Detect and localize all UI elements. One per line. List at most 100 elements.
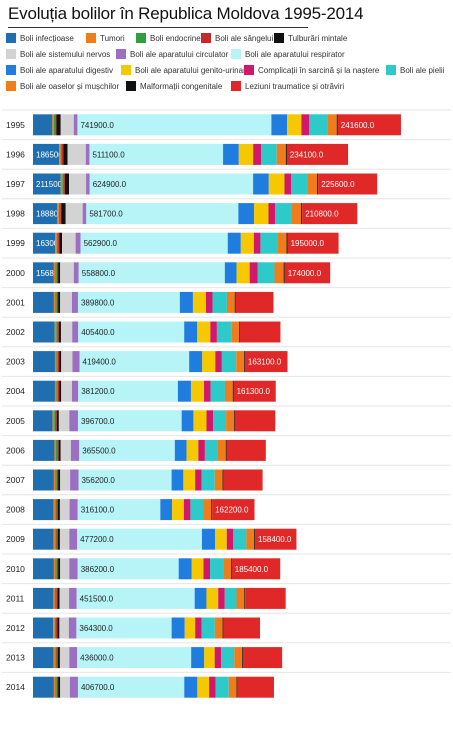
bar-2013-boli-ale-oaselor-si-muschilor — [234, 647, 243, 669]
bar-2004-malformatii-congenitale — [232, 380, 234, 402]
bar-2011-tumori — [53, 587, 55, 609]
bar-2001-complicatii-in-sarcina-si-la-nastere — [206, 291, 213, 313]
bar-2007-malformatii-congenitale — [222, 469, 224, 491]
data-label-1997-boli-ale-aparatului-respirator: 624900.0 — [93, 180, 127, 189]
bar-2000-boli-ale-pielii — [257, 262, 275, 284]
bar-2009-complicatii-in-sarcina-si-la-nastere — [226, 528, 234, 550]
bar-2010-boli-endocrine — [55, 558, 57, 580]
bar-2001-boli-ale-pielii — [212, 291, 227, 313]
legend-item-leziuni-traumatice-si-otraviri: Leziuni traumatice și otrăviri — [231, 81, 344, 91]
legend-label: Tumori — [100, 33, 125, 43]
legend-label: Malformații congenitale — [140, 81, 223, 91]
bar-2007-complicatii-in-sarcina-si-la-nastere — [195, 469, 202, 491]
bar-2004-complicatii-in-sarcina-si-la-nastere — [204, 380, 211, 402]
legend-label: Boli ale pielii — [400, 65, 445, 75]
bar-1999-boli-ale-aparatului-digestiv — [227, 232, 241, 254]
bar-2012-tumori — [53, 617, 55, 639]
bar-1996-tumori — [59, 143, 61, 165]
category-label-2001: 2001 — [6, 297, 25, 307]
category-label-2005: 2005 — [6, 416, 25, 426]
bar-1999-leziuni-traumatice-si-otraviri — [287, 232, 339, 254]
bar-2003-malformatii-congenitale — [244, 351, 245, 373]
bar-2002-boli-ale-sangelui — [57, 321, 59, 343]
bar-2003-boli-ale-aparatului-respirator — [79, 351, 190, 373]
data-label-2010-leziuni-traumatice-si-otraviri: 185400.0 — [235, 565, 269, 574]
data-label-2004-boli-ale-aparatului-respirator: 381200.0 — [81, 387, 115, 396]
bar-2009-boli-infectioase — [33, 528, 54, 550]
data-label-2009-boli-ale-aparatului-respirator: 477200.0 — [80, 535, 114, 544]
bar-1996-boli-ale-aparatului-digestiv — [223, 143, 239, 165]
bar-2001-boli-ale-sistemului-nervos — [60, 291, 72, 313]
category-label-1995: 1995 — [6, 120, 25, 130]
bar-2002-malformatii-congenitale — [239, 321, 240, 343]
category-label-2004: 2004 — [6, 386, 25, 396]
bar-2001-boli-ale-aparatului-genito-urinar — [192, 291, 207, 313]
bar-2006-boli-ale-sistemului-nervos — [60, 439, 71, 461]
bar-2007-boli-ale-sistemului-nervos — [60, 469, 71, 491]
bar-1998-boli-ale-aparatului-genito-urinar — [254, 203, 269, 225]
bar-2004-boli-ale-aparatului-digestiv — [177, 380, 191, 402]
bar-1998-leziuni-traumatice-si-otraviri — [302, 203, 358, 225]
bar-2000-boli-ale-oaselor-si-muschilor — [274, 262, 284, 284]
category-label-2000: 2000 — [6, 268, 25, 278]
bar-2005-boli-ale-sangelui — [55, 410, 57, 432]
category-label-1998: 1998 — [6, 209, 25, 219]
legend-swatch — [121, 65, 131, 75]
bar-1999-tulburari-mintale — [59, 232, 63, 254]
bar-2009-boli-ale-oaselor-si-muschilor — [246, 528, 255, 550]
bar-2003-boli-ale-sistemului-nervos — [61, 351, 73, 373]
legend-label: Leziuni traumatice și otrăviri — [245, 81, 345, 91]
bar-2012-boli-ale-aparatului-circulator — [68, 617, 77, 639]
bar-2010-boli-ale-sangelui — [56, 558, 59, 580]
bar-2010-boli-ale-sistemului-nervos — [60, 558, 70, 580]
bar-1995-leziuni-traumatice-si-otraviri — [337, 114, 401, 136]
bar-2003-boli-ale-oaselor-si-muschilor — [236, 351, 245, 373]
category-label-2012: 2012 — [6, 623, 25, 633]
bar-2011-boli-infectioase — [33, 587, 54, 609]
bar-2003-boli-ale-pielii — [221, 351, 237, 373]
bar-2014-leziuni-traumatice-si-otraviri — [237, 676, 274, 698]
legend-item-malformatii-congenitale: Malformații congenitale — [126, 81, 222, 91]
category-label-2013: 2013 — [6, 653, 25, 663]
legend-swatch — [274, 33, 284, 43]
title-underline — [8, 27, 308, 28]
bar-1996-malformatii-congenitale — [285, 143, 287, 165]
legend-label: Boli ale aparatului circulator — [130, 49, 229, 59]
bar-2009-boli-ale-aparatului-circulator — [69, 528, 78, 550]
bar-2012-boli-ale-oaselor-si-muschilor — [214, 617, 223, 639]
bar-2010-tumori — [53, 558, 56, 580]
bar-1996-boli-ale-sangelui — [62, 143, 64, 165]
bar-2012-boli-ale-aparatului-genito-urinar — [184, 617, 196, 639]
bar-2013-boli-ale-aparatului-genito-urinar — [204, 647, 215, 669]
bar-2006-boli-ale-pielii — [204, 439, 218, 461]
legend-label: Boli ale aparatului respirator — [245, 49, 345, 59]
bar-2012-boli-ale-pielii — [201, 617, 215, 639]
bar-2014-tulburari-mintale — [58, 676, 61, 698]
bar-1999-malformatii-congenitale — [286, 232, 288, 254]
bar-2009-boli-ale-aparatului-genito-urinar — [215, 528, 227, 550]
bar-2010-boli-infectioase — [33, 558, 54, 580]
category-label-2008: 2008 — [6, 505, 25, 515]
bar-2000-leziuni-traumatice-si-otraviri — [284, 262, 331, 284]
bar-1997-boli-ale-sistemului-nervos — [69, 173, 87, 195]
bar-2005-leziuni-traumatice-si-otraviri — [234, 410, 276, 432]
bar-2001-boli-infectioase — [33, 291, 54, 313]
bar-2004-leziuni-traumatice-si-otraviri — [233, 380, 276, 402]
bar-2013-malformatii-congenitale — [242, 647, 243, 669]
bar-1999-boli-ale-aparatului-circulator — [75, 232, 81, 254]
bar-1999-tumori — [55, 232, 57, 254]
bar-1995-boli-ale-aparatului-digestiv — [271, 114, 288, 136]
bar-2001-boli-ale-aparatului-digestiv — [179, 291, 193, 313]
data-label-1998-boli-infectioase: 188800.0 — [36, 210, 70, 219]
bar-2007-boli-ale-aparatului-circulator — [70, 469, 79, 491]
bar-1996-boli-ale-aparatului-genito-urinar — [238, 143, 254, 165]
legend-item-boli-ale-sangelui: Boli ale sângelui — [201, 33, 273, 43]
bar-2003-boli-infectioase — [33, 351, 55, 373]
bar-2001-boli-endocrine — [55, 291, 57, 313]
bar-2006-tulburari-mintale — [58, 439, 61, 461]
bar-2006-malformatii-congenitale — [225, 439, 227, 461]
bar-1997-boli-ale-oaselor-si-muschilor — [308, 173, 318, 195]
data-label-2013-boli-ale-aparatului-respirator: 436000.0 — [80, 654, 114, 663]
bar-2005-boli-infectioase — [33, 410, 53, 432]
